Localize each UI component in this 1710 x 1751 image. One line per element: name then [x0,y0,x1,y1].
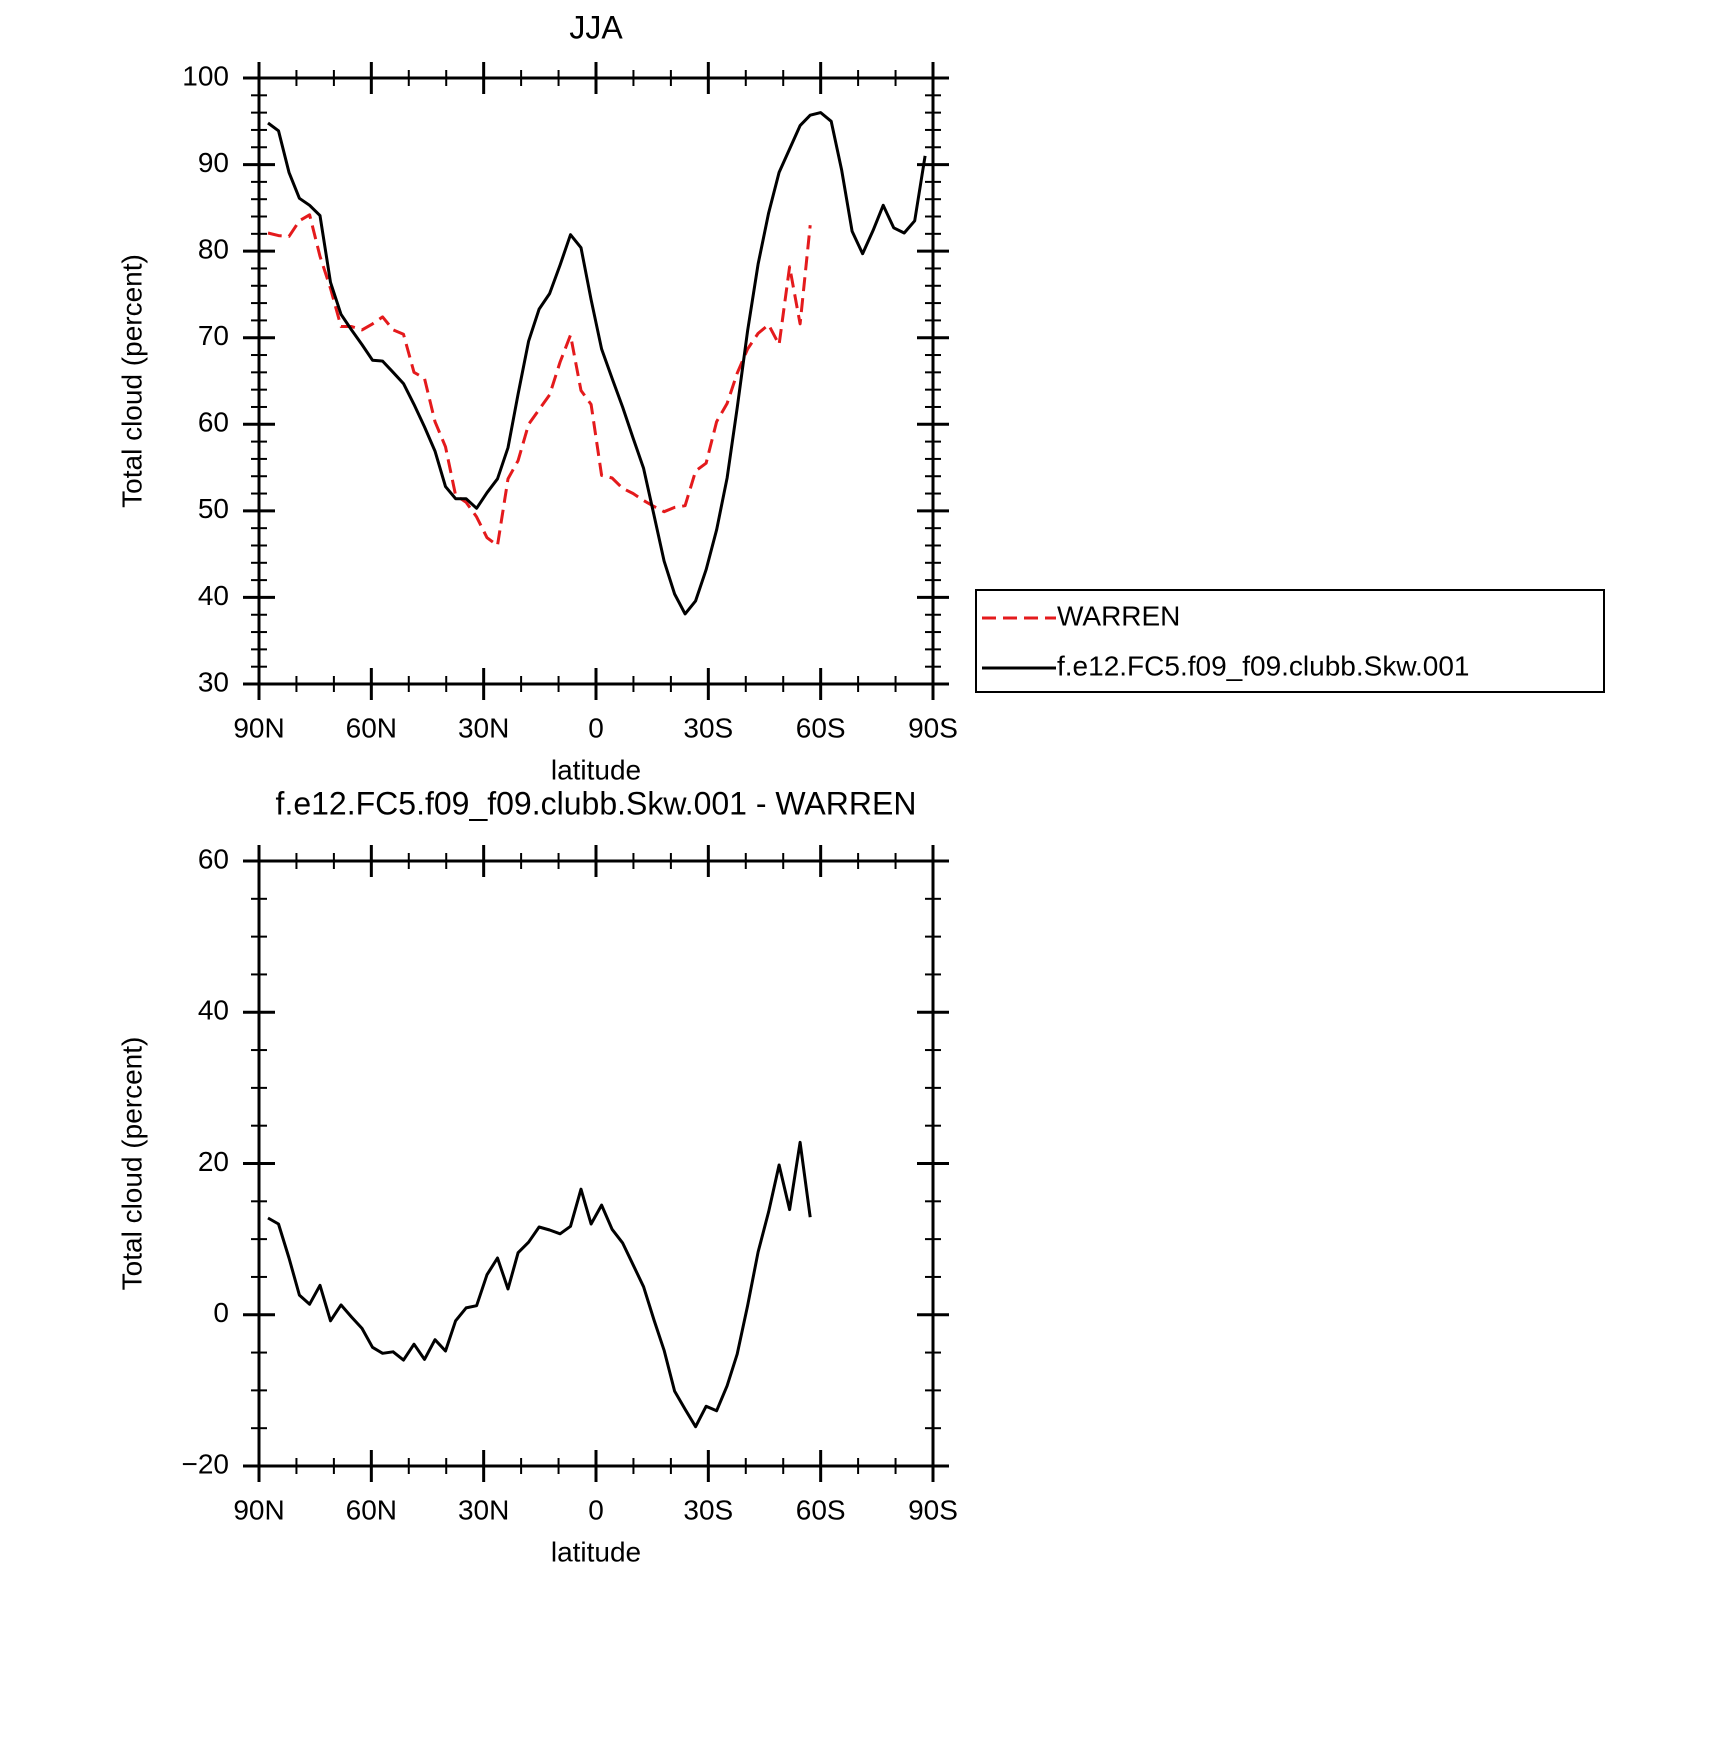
data-line [267,111,927,616]
y-tick-label: 40 [198,580,229,611]
y-tick-label: 30 [198,666,229,697]
legend-box [975,589,1605,693]
x-tick-label: 0 [588,1494,604,1525]
x-tick-label: 90S [908,1494,958,1525]
data-line [267,1140,812,1429]
y-tick-label: 50 [198,493,229,524]
plot-frame [257,859,935,1468]
y-tick-label: 40 [198,995,229,1026]
y-tick-label: 60 [198,843,229,874]
x-axis-label: latitude [551,754,641,785]
y-tick-label: 90 [198,147,229,178]
x-tick-label: 30N [458,1494,509,1525]
chart-title: f.e12.FC5.f09_f09.clubb.Skw.001 - WARREN [276,785,917,821]
x-tick-label: 90N [233,1494,284,1525]
y-tick-label: 100 [182,60,229,91]
x-axis-label: latitude [551,1536,641,1567]
x-tick-label: 60N [346,712,397,743]
y-tick-label: 80 [198,234,229,265]
x-tick-label: 0 [588,712,604,743]
x-tick-label: 90N [233,712,284,743]
legend-label: f.e12.FC5.f09_f09.clubb.Skw.001 [1057,650,1470,681]
y-tick-label: 70 [198,320,229,351]
x-tick-label: 60N [346,1494,397,1525]
data-line [267,213,812,547]
legend-label: WARREN [1057,600,1180,631]
y-axis-label: Total cloud (percent) [116,254,147,508]
y-tick-label: 20 [198,1146,229,1177]
y-tick-label: 60 [198,407,229,438]
chart-title: JJA [569,9,623,45]
x-tick-label: 30S [683,712,733,743]
y-axis-label: Total cloud (percent) [116,1037,147,1291]
y-tick-label: −20 [182,1448,230,1479]
x-tick-label: 60S [796,712,846,743]
plot-frame [257,76,935,686]
x-tick-label: 60S [796,1494,846,1525]
x-tick-label: 30S [683,1494,733,1525]
y-tick-label: 0 [213,1297,229,1328]
x-tick-label: 30N [458,712,509,743]
x-tick-label: 90S [908,712,958,743]
